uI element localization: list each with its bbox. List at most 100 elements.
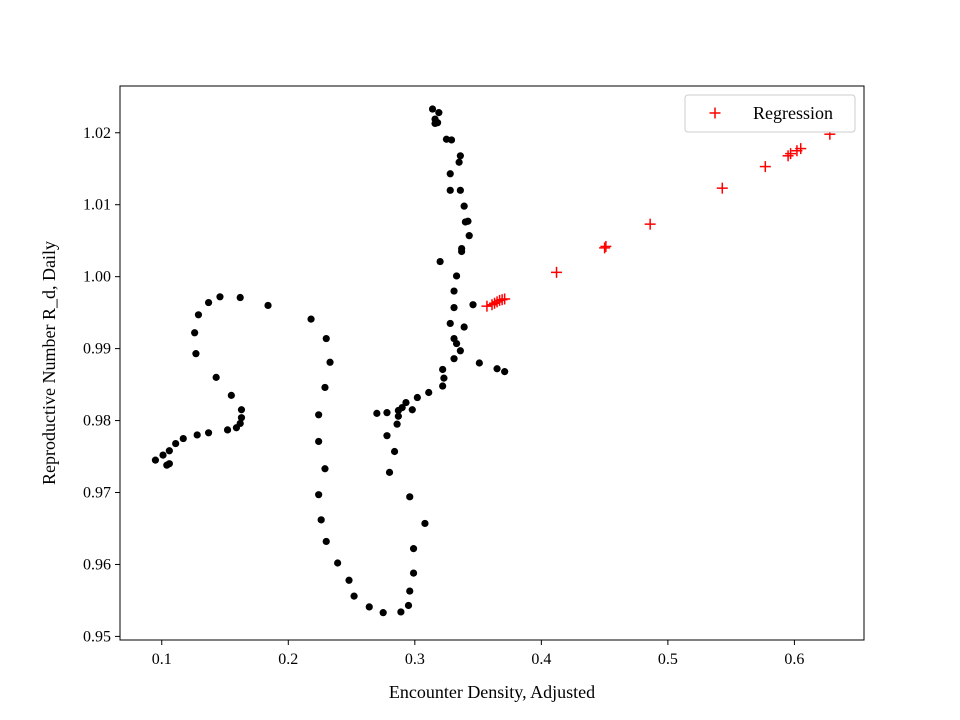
y-tick-label: 1.00 xyxy=(83,269,111,286)
observed-point xyxy=(404,601,413,610)
observed-point xyxy=(431,115,439,123)
observed-point xyxy=(315,411,323,419)
observed-point xyxy=(151,456,160,464)
x-tick-label: 0.4 xyxy=(531,651,551,668)
observed-point xyxy=(408,406,416,414)
regression-point xyxy=(551,266,563,278)
observed-point xyxy=(465,232,473,240)
observed-point xyxy=(373,409,381,417)
observed-point xyxy=(383,432,391,440)
observed-point xyxy=(439,365,447,374)
observed-point xyxy=(385,468,394,476)
observed-point xyxy=(456,347,464,355)
regression-point xyxy=(795,143,807,155)
observed-point xyxy=(456,186,464,194)
observed-point xyxy=(501,368,509,376)
observed-point xyxy=(321,465,329,473)
observed-point xyxy=(321,383,329,392)
observed-point xyxy=(446,170,454,178)
regression-point xyxy=(481,300,493,312)
observed-point xyxy=(159,451,167,459)
observed-point xyxy=(450,355,458,363)
observed-point xyxy=(236,419,244,428)
observed-point xyxy=(237,406,246,414)
observed-point xyxy=(460,323,468,331)
observed-point xyxy=(464,217,472,225)
x-axis-ticks: 0.1 0.2 0.3 0.4 0.5 0.6 xyxy=(152,640,804,668)
observed-point xyxy=(493,365,501,373)
observed-point xyxy=(406,587,414,595)
observed-point xyxy=(450,334,458,343)
observed-point xyxy=(326,358,334,366)
observed-point xyxy=(393,420,401,428)
observed-point xyxy=(402,398,410,407)
observed-point xyxy=(307,315,315,323)
regression-point xyxy=(782,150,794,162)
legend: Regression xyxy=(684,94,856,133)
observed-point xyxy=(264,301,272,310)
legend-box xyxy=(684,94,856,133)
observed-point xyxy=(172,439,180,448)
observed-point xyxy=(237,414,246,422)
observed-point xyxy=(406,493,414,501)
observed-point xyxy=(458,245,466,253)
observed-point xyxy=(390,447,399,456)
x-tick-label: 0.3 xyxy=(405,651,425,668)
y-axis-label: Reproductive Number R_d, Daily xyxy=(39,241,59,485)
observed-point xyxy=(398,404,406,412)
regression-point xyxy=(486,299,498,311)
observed-point xyxy=(204,298,213,307)
observed-point xyxy=(236,293,244,302)
observed-point xyxy=(179,434,187,443)
y-tick-label: 1.01 xyxy=(83,197,111,214)
observed-point xyxy=(334,559,342,567)
observed-point xyxy=(365,603,373,611)
observed-point xyxy=(450,287,458,295)
observed-point xyxy=(345,576,353,584)
legend-plus-marker xyxy=(709,107,721,119)
observed-point xyxy=(421,519,429,528)
observed-point xyxy=(452,272,461,280)
x-tick-label: 0.2 xyxy=(278,651,298,668)
observed-point xyxy=(428,105,437,113)
x-tick-label: 0.6 xyxy=(784,651,804,668)
regression-point xyxy=(599,242,611,254)
x-tick-label: 0.5 xyxy=(658,651,678,668)
observed-point xyxy=(216,293,224,301)
observed-point xyxy=(212,373,220,381)
observed-point xyxy=(322,334,330,343)
observed-point xyxy=(204,429,213,437)
observed-point xyxy=(456,152,464,160)
observed-point xyxy=(317,516,325,524)
observed-point xyxy=(350,592,358,600)
y-tick-label: 0.97 xyxy=(83,485,111,502)
observed-point xyxy=(227,391,235,399)
observed-point xyxy=(439,382,447,390)
regression-point xyxy=(644,218,656,230)
observed-point xyxy=(409,545,418,553)
observed-point xyxy=(440,374,448,382)
regression-point xyxy=(600,240,612,252)
observed-point xyxy=(165,460,173,468)
y-tick-label: 0.99 xyxy=(83,341,111,358)
observed-point xyxy=(192,350,200,358)
observed-point xyxy=(315,437,323,446)
observed-point xyxy=(425,388,433,397)
regression-point xyxy=(716,182,728,194)
observed-point xyxy=(460,202,468,210)
observed-point xyxy=(315,491,323,499)
regression-point xyxy=(489,297,501,309)
observed-point xyxy=(413,393,421,402)
observed-point xyxy=(435,109,443,117)
observed-point xyxy=(446,186,454,194)
regression-point xyxy=(499,293,511,305)
y-tick-label: 0.98 xyxy=(83,413,111,430)
observed-point xyxy=(165,447,173,455)
plot-area-frame xyxy=(119,85,865,641)
observed-point xyxy=(446,319,454,328)
observed-point xyxy=(450,304,458,312)
observed-point xyxy=(469,301,477,309)
y-tick-label: 0.95 xyxy=(83,628,111,645)
observed-point xyxy=(397,608,405,616)
observed-point xyxy=(191,329,199,337)
